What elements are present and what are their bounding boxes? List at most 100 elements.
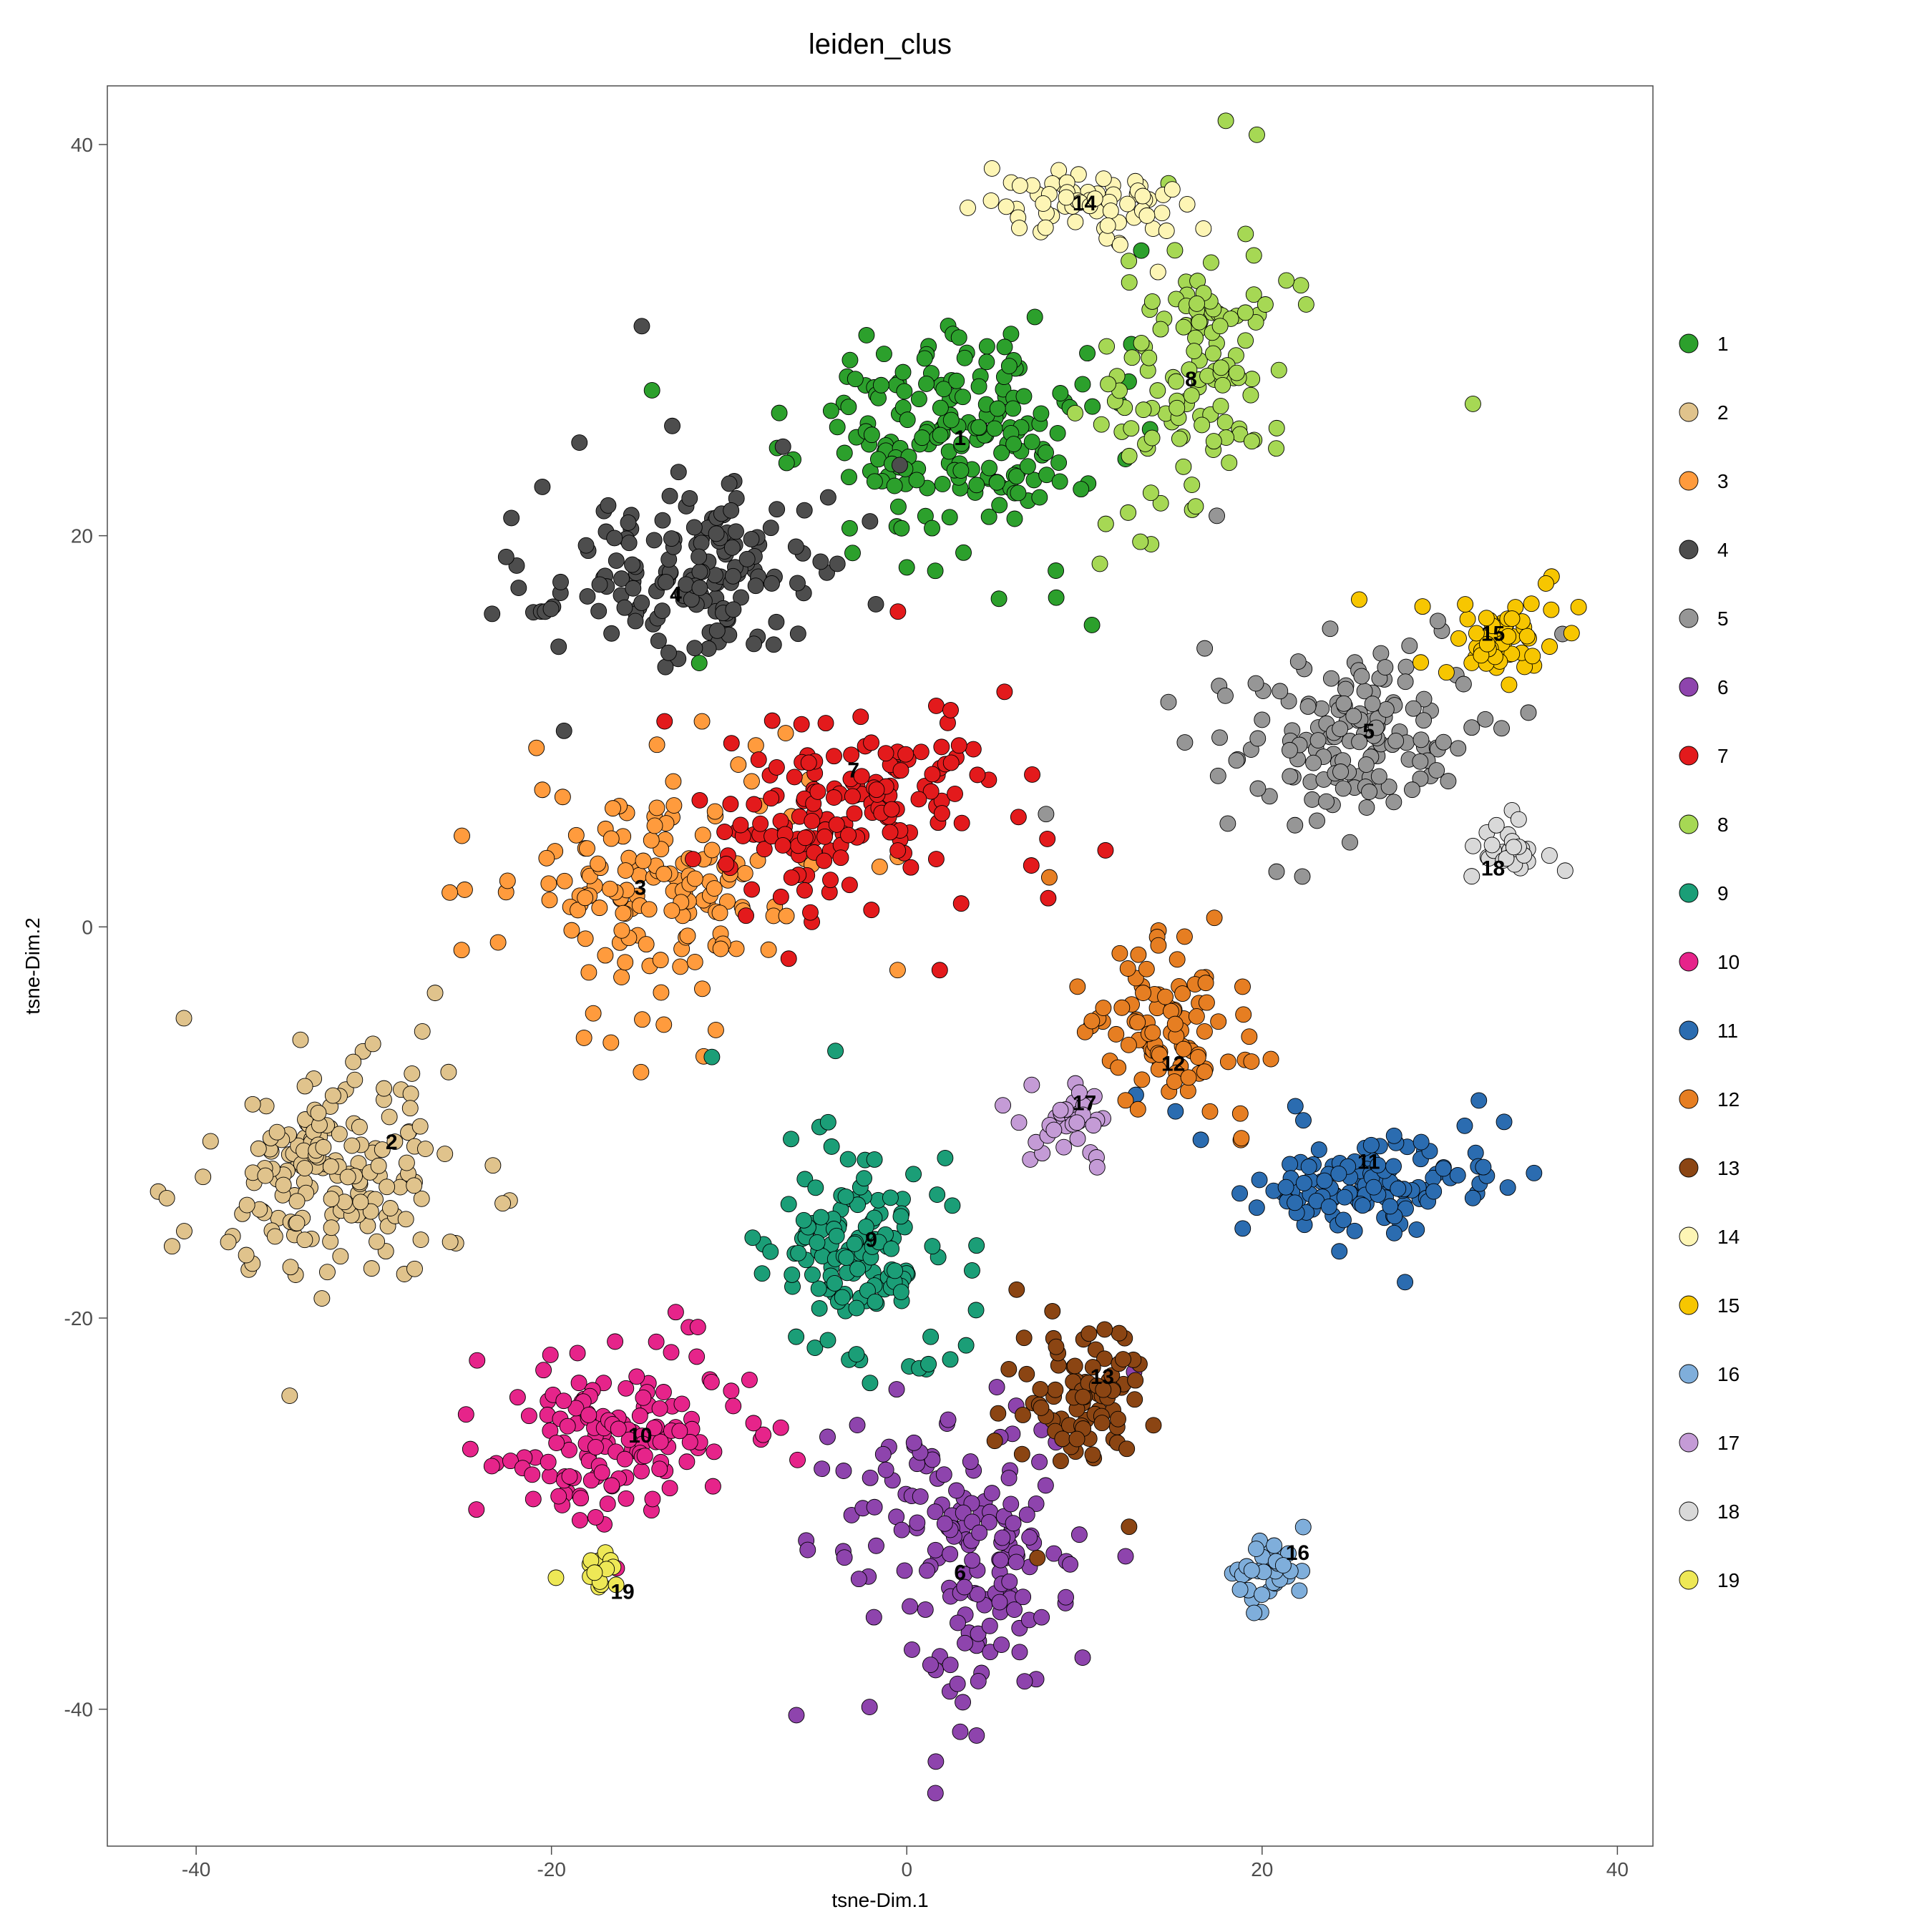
data-point: [804, 1267, 820, 1282]
data-point: [655, 512, 670, 528]
data-point: [673, 959, 688, 975]
data-point: [1038, 445, 1054, 461]
data-point: [543, 601, 559, 617]
data-point: [1257, 296, 1273, 312]
data-point: [853, 709, 869, 725]
data-point: [829, 419, 845, 435]
data-point: [239, 1197, 255, 1213]
svg-text:20: 20: [71, 525, 93, 547]
data-point: [927, 1542, 943, 1558]
data-point: [1048, 1382, 1063, 1397]
data-point: [620, 514, 636, 530]
data-point: [706, 1444, 722, 1460]
data-point: [784, 869, 799, 885]
data-point: [924, 766, 940, 782]
data-point: [1189, 296, 1205, 311]
data-point: [1123, 421, 1139, 436]
legend-swatch: [1679, 540, 1698, 559]
data-point: [1158, 989, 1174, 1005]
data-point: [943, 755, 959, 771]
data-point: [779, 455, 794, 471]
data-point: [862, 514, 878, 530]
data-point: [238, 1247, 254, 1263]
data-point: [635, 1012, 650, 1028]
data-point: [1133, 534, 1148, 550]
data-point: [1413, 1134, 1429, 1150]
svg-text:40: 40: [71, 134, 93, 156]
data-point: [1177, 735, 1193, 751]
data-point: [625, 580, 641, 596]
data-point: [1310, 733, 1326, 748]
data-point: [1033, 1381, 1048, 1397]
data-point: [754, 1266, 770, 1282]
data-point: [614, 970, 630, 985]
data-point: [1050, 425, 1065, 441]
data-point: [1040, 890, 1056, 906]
data-point: [803, 904, 819, 920]
data-point: [1296, 1175, 1312, 1191]
data-point: [1167, 1016, 1183, 1032]
data-point: [826, 748, 842, 764]
data-point: [245, 1096, 260, 1112]
data-point: [1237, 305, 1253, 321]
data-point: [398, 1211, 414, 1227]
data-point: [618, 863, 633, 879]
data-point: [1311, 1142, 1327, 1158]
data-point: [1058, 190, 1074, 205]
data-point: [541, 876, 557, 892]
data-point: [889, 1382, 904, 1397]
data-point: [1488, 817, 1504, 833]
data-point: [535, 782, 550, 798]
data-point: [990, 1405, 1006, 1421]
data-point: [159, 1190, 175, 1206]
data-point: [1378, 701, 1394, 717]
data-point: [867, 474, 882, 489]
data-point: [1143, 485, 1158, 501]
data-point: [1249, 127, 1264, 142]
data-point: [1468, 1145, 1483, 1161]
data-point: [635, 1390, 651, 1405]
data-point: [850, 1261, 866, 1277]
data-point: [709, 623, 725, 638]
data-point: [781, 1196, 796, 1212]
data-point: [1236, 1007, 1252, 1023]
data-point: [1279, 273, 1294, 288]
data-point: [796, 1212, 811, 1228]
data-point: [937, 1150, 953, 1166]
data-point: [1038, 220, 1053, 235]
data-point: [921, 1356, 937, 1372]
data-point: [657, 713, 673, 729]
data-point: [351, 1119, 367, 1135]
data-point: [1096, 1000, 1111, 1016]
data-point: [1430, 613, 1445, 629]
data-point: [1194, 417, 1210, 433]
data-point: [1094, 1415, 1110, 1431]
data-point: [680, 928, 696, 944]
data-point: [1012, 177, 1028, 193]
data-point: [1342, 834, 1358, 850]
legend-swatch: [1679, 1090, 1698, 1108]
data-point: [1359, 800, 1375, 816]
data-point: [1269, 864, 1284, 879]
data-point: [1232, 1106, 1248, 1121]
data-point: [1571, 599, 1586, 615]
data-point: [668, 1304, 683, 1320]
data-point: [203, 1133, 218, 1149]
data-point: [1068, 405, 1083, 421]
data-point: [1150, 264, 1166, 280]
data-point: [882, 1190, 898, 1206]
data-point: [1033, 1400, 1049, 1415]
data-point: [934, 806, 950, 821]
data-point: [726, 1398, 741, 1414]
data-point: [637, 1448, 653, 1464]
data-point: [1184, 477, 1200, 493]
data-point: [1030, 1550, 1045, 1566]
data-point: [648, 1334, 664, 1350]
data-point: [1377, 660, 1393, 675]
data-point: [1336, 696, 1352, 711]
data-point: [1052, 474, 1068, 489]
data-point: [1196, 1023, 1212, 1039]
legend-swatch: [1679, 403, 1698, 421]
data-point: [1006, 436, 1022, 452]
cluster-label: 13: [1091, 1365, 1114, 1389]
